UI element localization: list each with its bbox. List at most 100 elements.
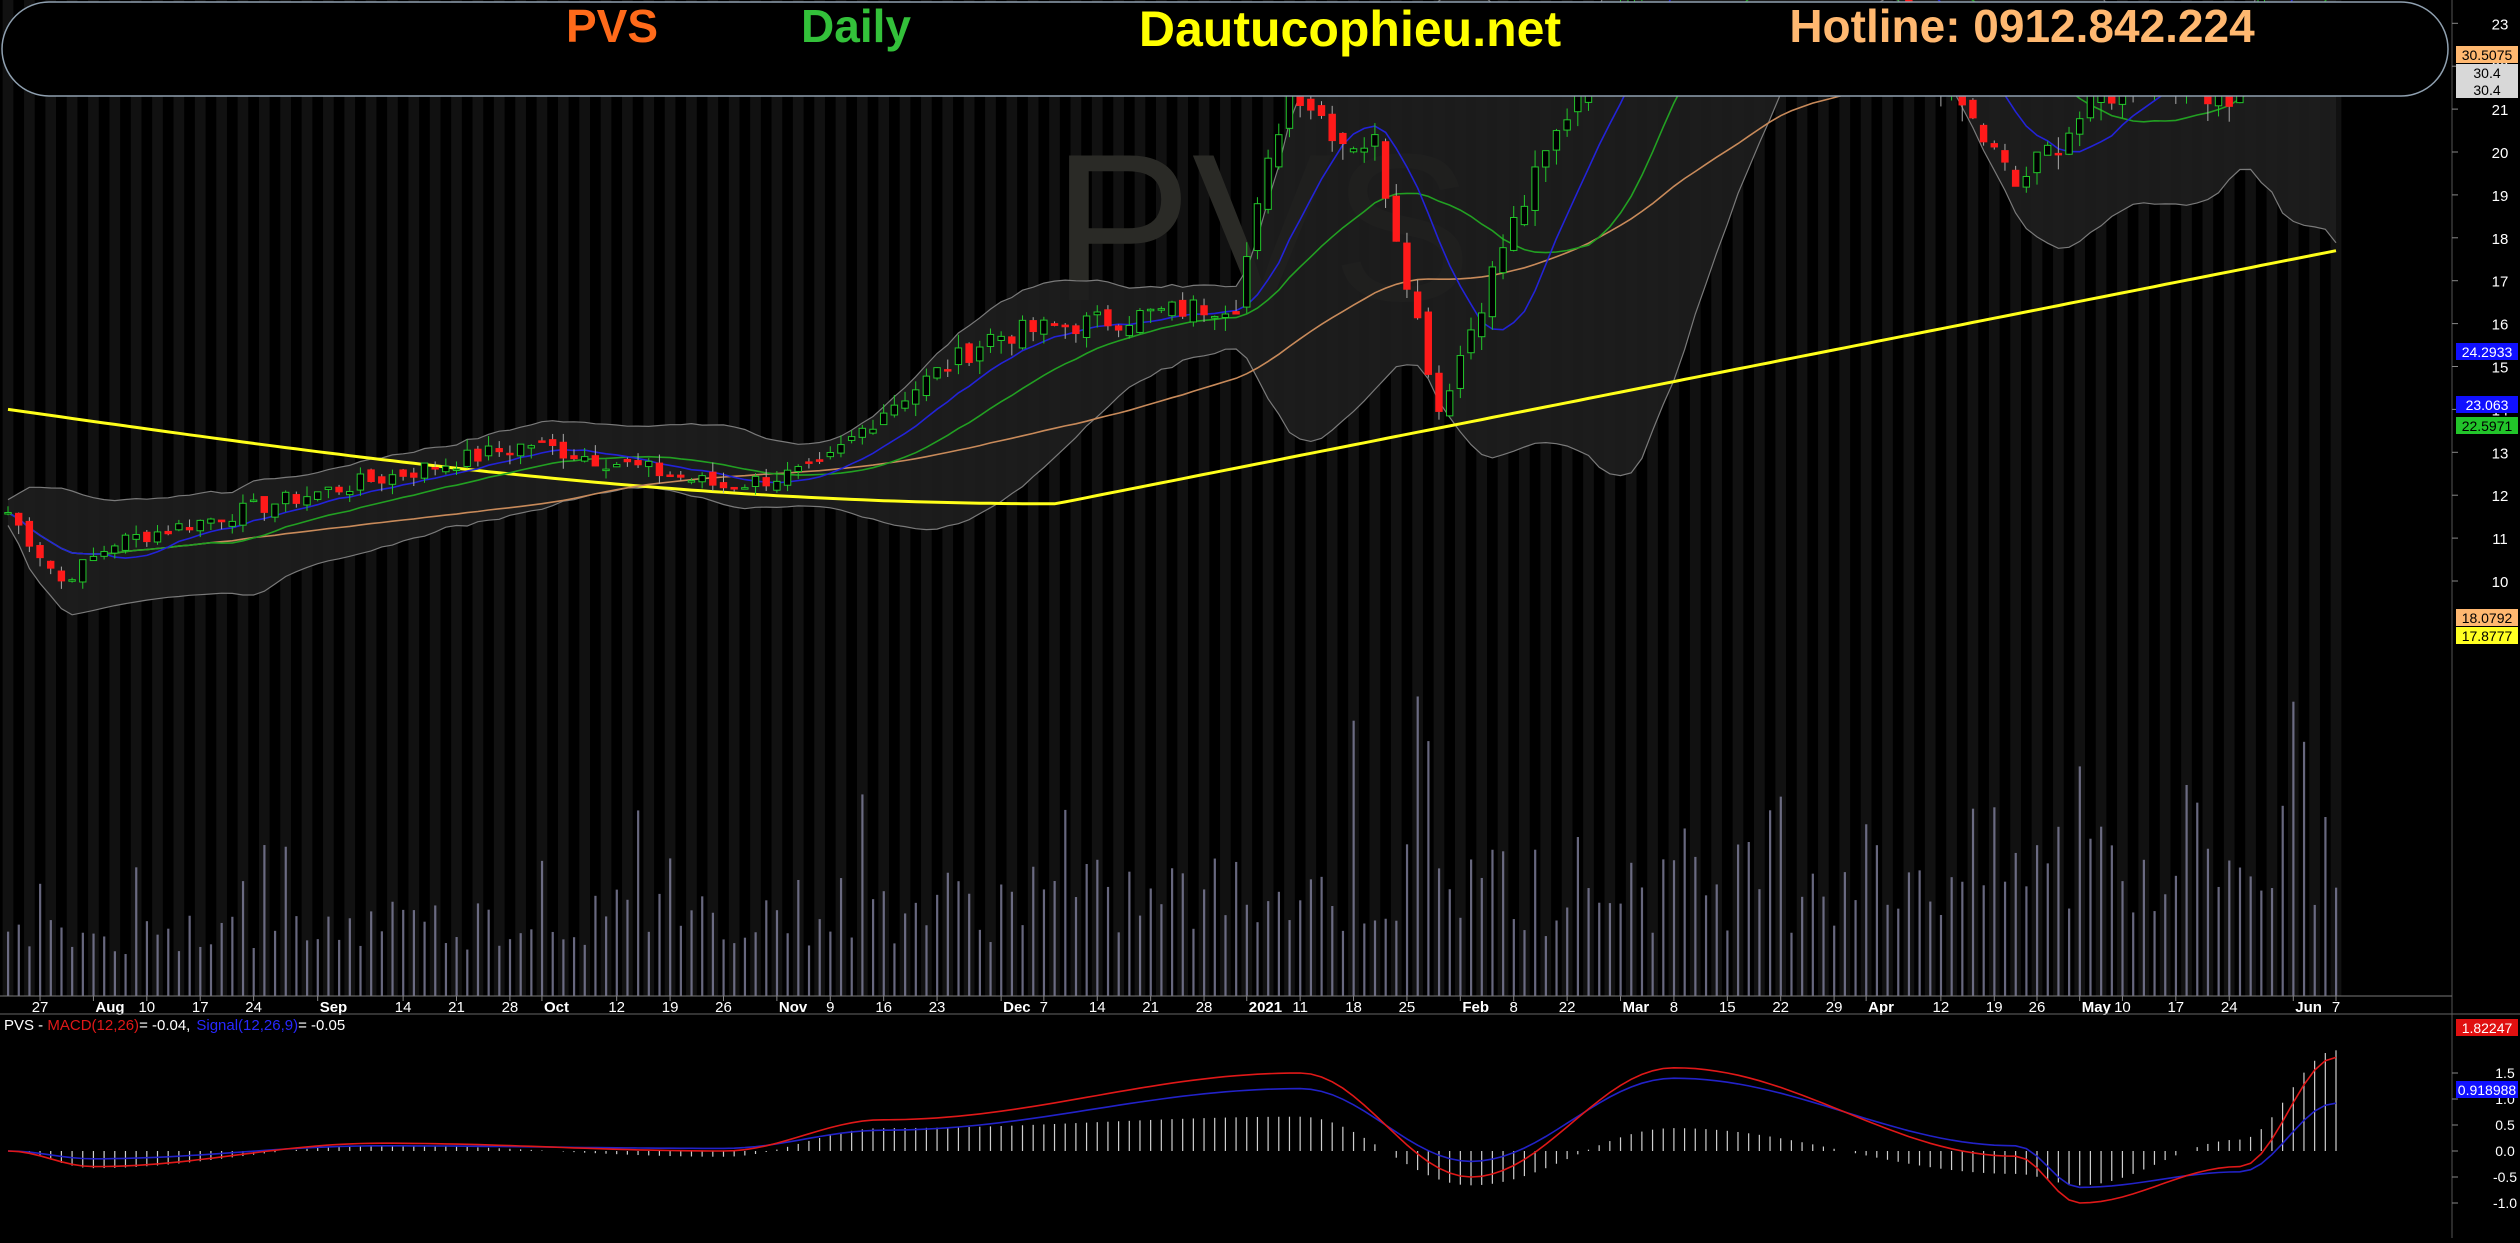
stripe: [1689, 0, 1701, 996]
volume-bar: [1010, 891, 1014, 996]
volume-bar: [1801, 896, 1804, 996]
volume-bar: [466, 949, 469, 996]
volume-bar: [263, 845, 266, 996]
volume-bar: [1341, 930, 1345, 996]
candle-body: [143, 531, 151, 543]
volume-bar: [1993, 807, 1996, 996]
candle-body: [196, 519, 204, 532]
candle-body: [2065, 132, 2073, 155]
volume-bar: [1630, 862, 1633, 996]
volume-bar: [807, 945, 811, 996]
volume-bar: [690, 910, 693, 996]
volume-bar: [2206, 848, 2210, 996]
volume-bar: [1053, 881, 1056, 996]
candle-body: [356, 473, 365, 491]
stripe: [1262, 0, 1274, 996]
price-tick-label: 15: [2492, 360, 2509, 377]
date-tick-label: May: [2082, 999, 2112, 1016]
candle-body: [901, 400, 909, 409]
candle-body: [986, 333, 995, 347]
stripe: [2138, 0, 2150, 996]
candle-body: [313, 491, 322, 500]
signal-line: [7, 1077, 2337, 1189]
date-tick-label: Feb: [1462, 999, 1489, 1016]
volume-bar: [2164, 894, 2167, 996]
candle-body: [773, 480, 781, 491]
date-tick-label: 16: [875, 999, 892, 1016]
price-label: 30.5075: [2462, 47, 2513, 63]
stripe: [1818, 0, 1829, 996]
price-tick-label: 18: [2492, 231, 2509, 248]
stripe: [1454, 0, 1466, 996]
volume-bar: [17, 924, 20, 996]
volume-bar: [551, 931, 554, 996]
volume-bar: [1416, 696, 1419, 996]
volume-bar: [1886, 904, 1889, 996]
date-tick-label: 24: [245, 999, 262, 1016]
candle-body: [879, 412, 888, 426]
stripe: [1476, 0, 1488, 996]
volume-bar: [1939, 914, 1943, 996]
volume-bar: [946, 872, 949, 996]
volume-bar: [1106, 886, 1110, 996]
candle-body: [1253, 203, 1262, 252]
volume-bar: [1213, 858, 1216, 996]
volume-bar: [113, 951, 116, 996]
volume-bar: [1502, 851, 1505, 996]
volume-bar: [455, 937, 458, 996]
candle-body: [612, 463, 621, 468]
candle-body: [997, 335, 1005, 341]
header-period: Daily: [801, 0, 911, 52]
candle-body: [922, 375, 931, 397]
candle-body: [431, 467, 439, 470]
candle-body: [2001, 150, 2009, 163]
volume-bar: [1288, 920, 1291, 996]
volume-bar: [1918, 870, 1921, 996]
stripe: [1390, 0, 1402, 996]
volume-bar: [658, 893, 661, 996]
stripe: [1732, 0, 1744, 996]
stripe: [1754, 0, 1765, 996]
volume-bar: [1064, 809, 1067, 996]
date-tick-label: Aug: [95, 999, 124, 1016]
candle-body: [2022, 176, 2031, 188]
volume-bar: [1929, 901, 1932, 996]
candle-body: [634, 460, 642, 466]
volume-bar: [679, 925, 682, 996]
volume-bar: [60, 927, 63, 996]
candle-body: [1990, 143, 1998, 148]
candle-body: [2054, 152, 2063, 156]
candle-body: [815, 459, 824, 462]
candle-body: [68, 579, 76, 582]
volume-bar: [391, 901, 394, 996]
volume-bar: [2110, 845, 2113, 996]
date-tick-label: 2021: [1249, 999, 1282, 1016]
macd-legend-name: MACD(12,26): [47, 1017, 139, 1034]
price-labels: 30.5075 30.430.4 24.2933 23.063 22.5971 18.07…: [2456, 46, 2518, 644]
stripe: [2245, 0, 2256, 996]
volume-bar: [49, 920, 52, 996]
volume-bar: [1405, 844, 1409, 996]
volume-bar: [1277, 891, 1280, 996]
volume-bar: [1245, 904, 1248, 996]
date-tick-label: 15: [1719, 999, 1736, 1016]
volume-bar: [199, 946, 202, 996]
candle-body: [271, 503, 279, 518]
candle-body: [1146, 308, 1155, 312]
volume-bar: [797, 879, 800, 996]
stripe: [2117, 0, 2128, 996]
candle-body: [484, 445, 493, 457]
volume-bar: [1555, 920, 1558, 996]
stripe: [686, 0, 697, 996]
stripe: [1796, 0, 1808, 996]
stripe: [1583, 0, 1594, 996]
candle-body: [228, 520, 236, 527]
volume-bar: [1384, 918, 1387, 996]
candle-body: [655, 462, 664, 477]
volume-bar: [124, 954, 127, 996]
macd-legend-value: = -0.04,: [139, 1017, 190, 1034]
candle-body: [933, 367, 941, 379]
volume-bar: [626, 899, 629, 996]
date-tick-label: 22: [1559, 999, 1576, 1016]
stripe: [1369, 0, 1381, 996]
